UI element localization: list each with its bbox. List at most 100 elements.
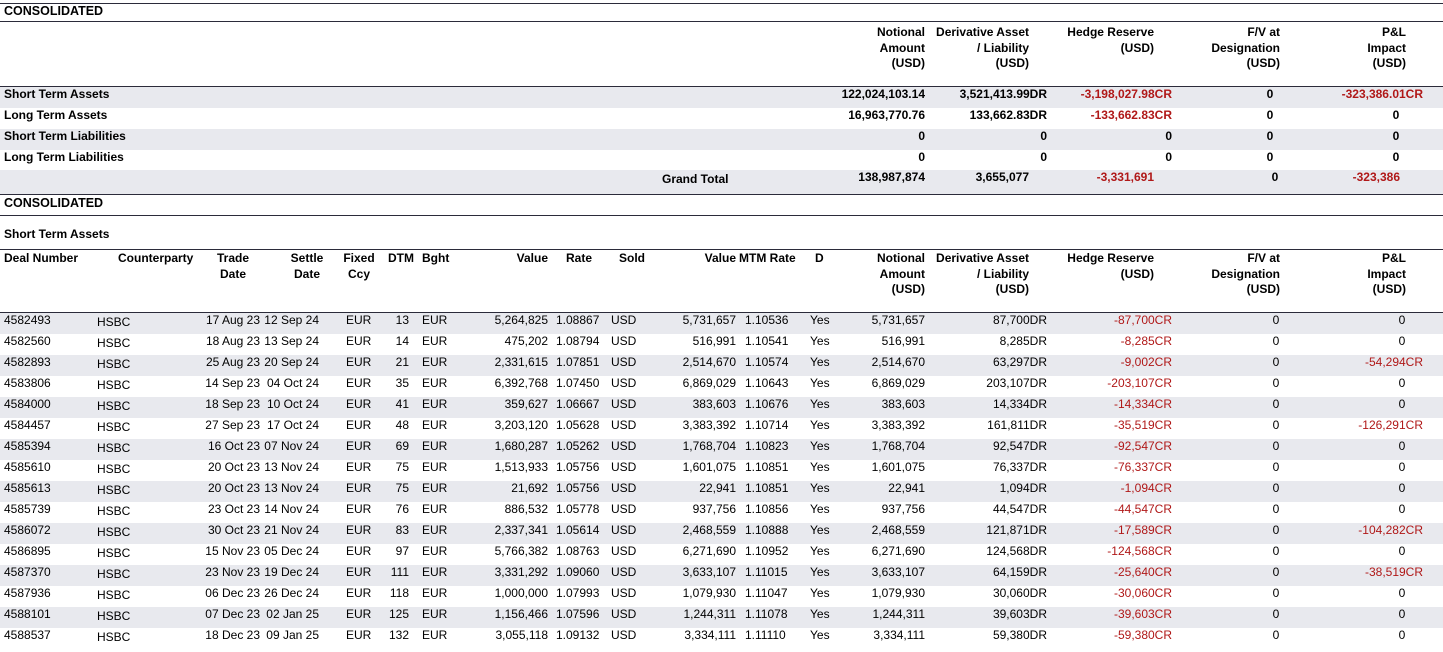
cell-settle-date: 04 Oct 24	[266, 376, 319, 390]
cell-value: 1,680,287	[494, 439, 548, 453]
cell-counterparty: HSBC	[97, 546, 131, 560]
cell-bght: EUR	[422, 397, 448, 411]
cell-d: Yes	[810, 355, 830, 369]
cell-settle-date: 20 Sep 24	[264, 355, 319, 369]
cell-hedge: -76,337CR	[1113, 460, 1172, 474]
cell-pl: 0	[1398, 376, 1406, 390]
header-deal-number: Deal Number	[4, 251, 79, 265]
header-mtm-rate: MTM Rate	[739, 251, 796, 265]
cell-dtm: 14	[395, 334, 409, 348]
cell-counterparty: HSBC	[97, 357, 131, 371]
header-pl: P&L Impact (USD)	[1367, 251, 1406, 296]
cell-value: 2,331,615	[494, 355, 548, 369]
cell-trade-date: 18 Sep 23	[205, 397, 260, 411]
summary-row-pl: 0	[1392, 150, 1400, 164]
cell-deal-number: 4583806	[4, 376, 51, 390]
summary-row-pl: 0	[1392, 129, 1400, 143]
cell-counterparty: HSBC	[97, 378, 131, 392]
cell-d: Yes	[810, 418, 830, 432]
summary-row: Short Term Liabilities 0 0 0 0 0	[0, 129, 1443, 150]
cell-value-sold: 6,271,690	[682, 544, 736, 558]
cell-value: 1,156,466	[494, 607, 548, 621]
cell-mtm-rate: 1.10574	[745, 355, 789, 369]
cell-value-sold: 2,468,559	[682, 523, 736, 537]
cell-fixed-ccy: EUR	[346, 502, 372, 516]
summary-row-hedge: -3,198,027.98CR	[1080, 87, 1172, 101]
cell-d: Yes	[810, 523, 830, 537]
cell-d: Yes	[810, 481, 830, 495]
cell-fv: 0	[1272, 313, 1280, 327]
cell-sold: USD	[611, 607, 637, 621]
summary-row-notional: 122,024,103.14	[841, 87, 925, 101]
cell-mtm-rate: 1.10952	[745, 544, 789, 558]
cell-value-sold: 3,334,111	[684, 628, 736, 642]
header-trade-date: Trade Date	[216, 251, 249, 281]
cell-bght: EUR	[422, 481, 448, 495]
cell-fv: 0	[1272, 376, 1280, 390]
cell-fixed-ccy: EUR	[346, 439, 372, 453]
cell-derivative: 124,568DR	[986, 544, 1047, 558]
summary-row-label: Long Term Assets	[4, 108, 108, 122]
cell-trade-date: 30 Oct 23	[207, 523, 260, 537]
cell-settle-date: 05 Dec 24	[264, 544, 319, 558]
summary-row-hedge: 0	[1165, 129, 1172, 143]
cell-dtm: 21	[395, 355, 409, 369]
cell-pl: -54,294CR	[1364, 355, 1423, 369]
cell-value: 475,202	[504, 334, 548, 348]
cell-fixed-ccy: EUR	[346, 334, 372, 348]
cell-pl: 0	[1398, 628, 1406, 642]
table-row: 4588537 HSBC 18 Dec 23 09 Jan 25 EUR 132 EUR 3,…	[0, 628, 1443, 649]
cell-dtm: 69	[395, 439, 409, 453]
cell-derivative: 63,297DR	[992, 355, 1047, 369]
cell-dtm: 35	[395, 376, 409, 390]
cell-hedge: -25,640CR	[1113, 565, 1172, 579]
cell-sold: USD	[611, 502, 637, 516]
cell-d: Yes	[810, 376, 830, 390]
cell-trade-date: 25 Aug 23	[205, 355, 260, 369]
grand-total-fv: 0	[1271, 170, 1279, 184]
cell-fv: 0	[1272, 565, 1280, 579]
cell-notional: 1,768,704	[871, 439, 925, 453]
grand-total-derivative: 3,655,077	[975, 170, 1029, 184]
cell-trade-date: 07 Dec 23	[205, 607, 260, 621]
cell-fv: 0	[1272, 397, 1280, 411]
cell-rate: 1.07993	[556, 586, 600, 600]
cell-derivative: 8,285DR	[999, 334, 1047, 348]
cell-dtm: 132	[388, 628, 409, 642]
cell-d: Yes	[810, 628, 830, 642]
cell-counterparty: HSBC	[97, 630, 131, 644]
cell-fv: 0	[1272, 586, 1280, 600]
cell-dtm: 75	[395, 460, 409, 474]
cell-mtm-rate: 1.11015	[745, 565, 788, 579]
cell-fixed-ccy: EUR	[346, 397, 372, 411]
table-row: 4584000 HSBC 18 Sep 23 10 Oct 24 EUR 41 EUR 359…	[0, 397, 1443, 418]
cell-fv: 0	[1272, 481, 1280, 495]
cell-hedge: -17,589CR	[1113, 523, 1172, 537]
summary-row-derivative: 3,521,413.99DR	[959, 87, 1047, 101]
cell-mtm-rate: 1.11078	[745, 607, 788, 621]
header-bght: Bght	[422, 251, 450, 265]
cell-counterparty: HSBC	[97, 504, 131, 518]
cell-trade-date: 20 Oct 23	[207, 481, 260, 495]
summary-header-fv: F/V at Designation (USD)	[1211, 25, 1280, 70]
cell-fixed-ccy: EUR	[346, 355, 372, 369]
cell-dtm: 75	[395, 481, 409, 495]
cell-value: 359,627	[504, 397, 548, 411]
cell-fixed-ccy: EUR	[346, 313, 372, 327]
summary-row-pl: -323,386.01CR	[1341, 87, 1423, 101]
cell-fixed-ccy: EUR	[346, 565, 372, 579]
cell-dtm: 125	[388, 607, 409, 621]
cell-value: 5,264,825	[494, 313, 548, 327]
cell-bght: EUR	[422, 565, 448, 579]
cell-value: 1,513,933	[494, 460, 548, 474]
summary-row-label: Short Term Assets	[4, 87, 110, 101]
cell-counterparty: HSBC	[97, 567, 131, 581]
summary-row: Long Term Liabilities 0 0 0 0 0	[0, 150, 1443, 171]
cell-settle-date: 12 Sep 24	[264, 313, 319, 327]
cell-bght: EUR	[422, 334, 448, 348]
cell-deal-number: 4582893	[4, 355, 51, 369]
cell-mtm-rate: 1.10643	[745, 376, 789, 390]
cell-trade-date: 20 Oct 23	[207, 460, 260, 474]
cell-notional: 3,383,392	[871, 418, 925, 432]
cell-deal-number: 4584000	[4, 397, 51, 411]
